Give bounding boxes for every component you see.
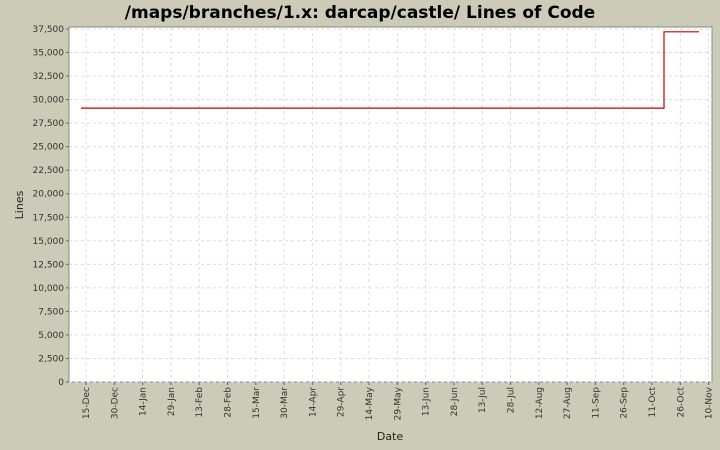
plot-area bbox=[68, 26, 713, 383]
y-axis-ticks: 0 2,500 5,000 7,500 10,000 12,500 15,000 17,500… bbox=[33, 25, 69, 388]
x-tick-label: 29-May bbox=[393, 386, 403, 420]
x-tick-label: 13-Feb bbox=[195, 387, 205, 418]
y-tick-label: 20,000 bbox=[33, 190, 65, 200]
y-tick-label: 5,000 bbox=[38, 331, 64, 341]
x-tick-label: 13-Jul bbox=[478, 387, 488, 413]
x-tick-label: 30-Dec bbox=[110, 387, 120, 419]
y-tick-label: 12,500 bbox=[33, 260, 65, 270]
x-tick-label: 12-Aug bbox=[535, 387, 545, 419]
x-tick-label: 14-Jan bbox=[139, 387, 149, 416]
x-tick-label: 30-Mar bbox=[280, 387, 290, 419]
y-tick-label: 37,500 bbox=[33, 25, 65, 35]
x-tick-label: 15-Mar bbox=[252, 387, 262, 419]
y-tick-label: 10,000 bbox=[33, 284, 65, 294]
x-tick-label: 14-May bbox=[365, 386, 375, 420]
y-tick-label: 25,000 bbox=[33, 143, 65, 153]
x-axis-label: Date bbox=[377, 430, 404, 443]
y-tick-label: 32,500 bbox=[33, 72, 65, 82]
x-tick-label: 11-Sep bbox=[591, 387, 601, 419]
x-axis-ticks: 15-Dec 30-Dec 14-Jan 29-Jan 13-Feb 28-Feb 15-M… bbox=[82, 382, 715, 420]
chart-title: /maps/branches/1.x: darcap/castle/ Lines… bbox=[124, 3, 596, 23]
y-tick-label: 2,500 bbox=[38, 354, 64, 364]
y-tick-label: 17,500 bbox=[33, 213, 65, 223]
x-tick-label: 27-Aug bbox=[563, 387, 573, 419]
x-tick-label: 29-Apr bbox=[337, 387, 347, 417]
x-tick-label: 26-Oct bbox=[676, 387, 686, 418]
grid-lines bbox=[69, 27, 712, 383]
y-tick-label: 7,500 bbox=[38, 307, 64, 317]
y-tick-label: 30,000 bbox=[33, 96, 65, 106]
x-tick-label: 11-Oct bbox=[648, 387, 658, 418]
x-tick-label: 14-Apr bbox=[308, 387, 318, 417]
x-tick-label: 15-Dec bbox=[82, 387, 92, 419]
x-tick-label: 10-Nov bbox=[705, 386, 715, 419]
x-tick-label: 28-Jul bbox=[507, 387, 517, 413]
lines-of-code-series bbox=[81, 31, 699, 109]
y-tick-label: 15,000 bbox=[33, 237, 65, 247]
x-tick-label: 29-Jan bbox=[167, 387, 177, 416]
x-tick-label: 28-Jun bbox=[450, 387, 460, 416]
y-axis-label: Lines bbox=[13, 190, 26, 219]
y-tick-label: 35,000 bbox=[33, 49, 65, 59]
x-tick-label: 13-Jun bbox=[422, 387, 432, 416]
x-tick-label: 28-Feb bbox=[224, 387, 234, 418]
x-tick-label: 26-Sep bbox=[620, 387, 630, 419]
y-tick-label: 27,500 bbox=[33, 119, 65, 129]
y-tick-label: 22,500 bbox=[33, 166, 65, 176]
y-tick-label: 0 bbox=[58, 378, 64, 388]
